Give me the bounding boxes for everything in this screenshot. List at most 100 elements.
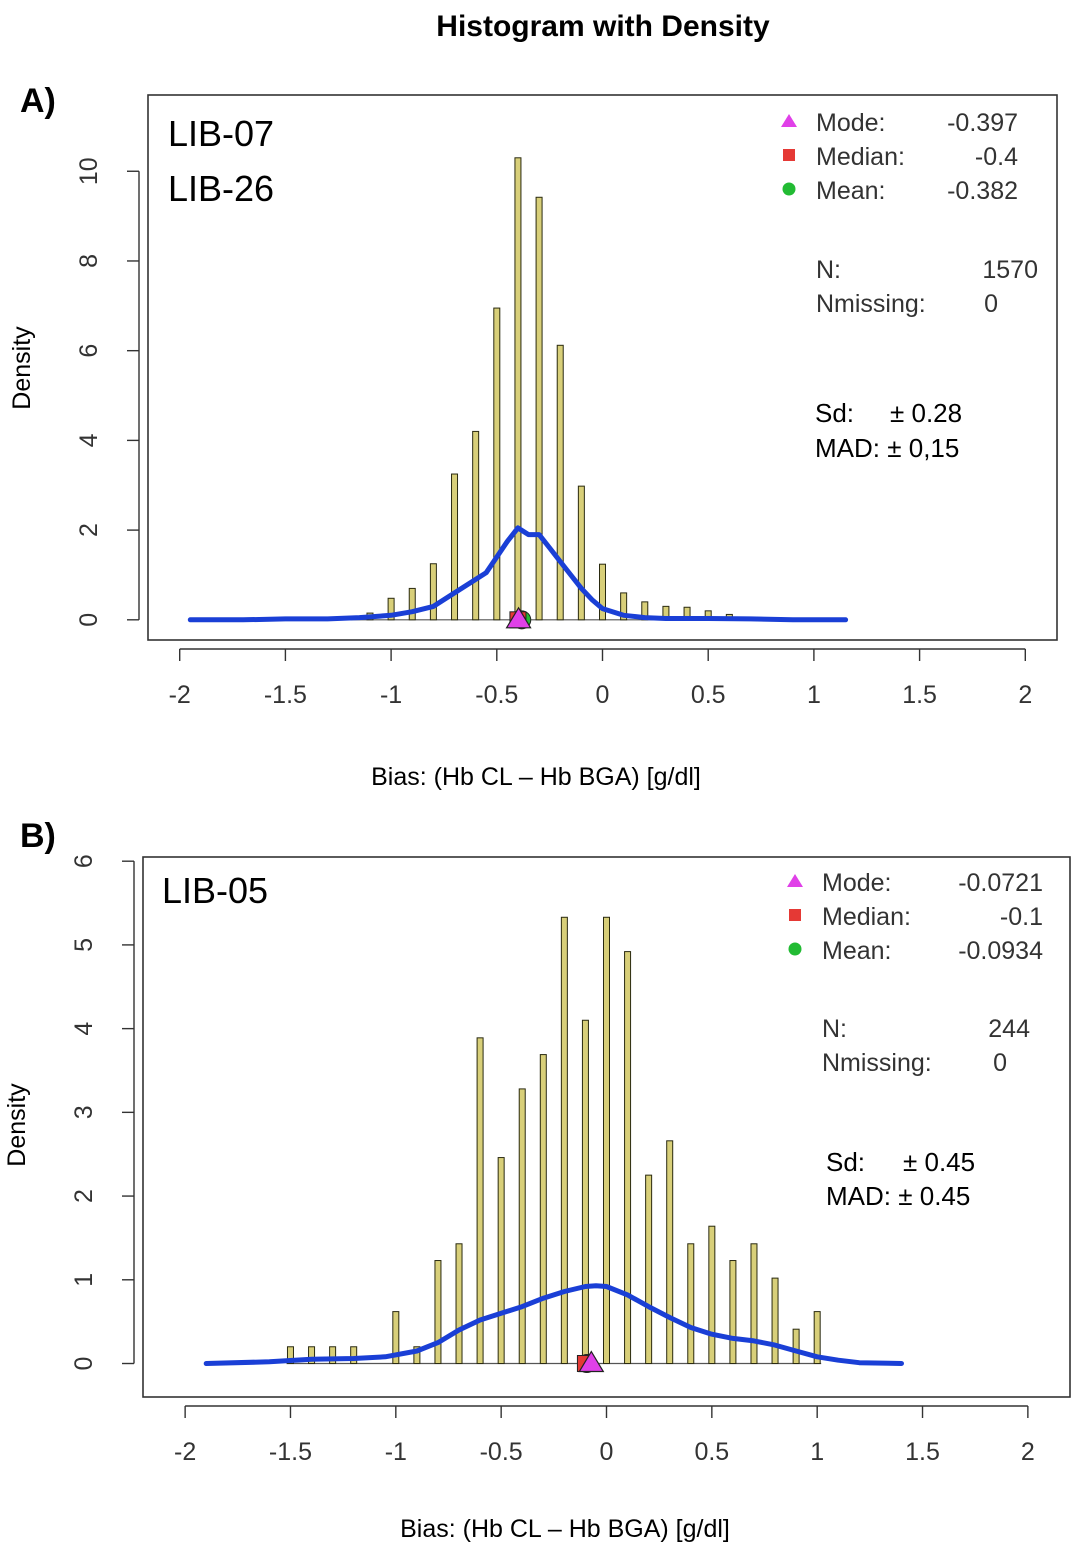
x-tick-label: -1 [385, 1438, 407, 1466]
legend-mode-icon [781, 114, 797, 127]
mad-value: ± 0,15 [887, 433, 959, 463]
y-tick-label: 6 [75, 344, 103, 358]
histogram-bar [392, 1311, 400, 1365]
legend-label-mode: Mode: [822, 869, 891, 897]
group-label: LIB-05 [162, 870, 268, 911]
n-label: N: [822, 1015, 847, 1043]
y-tick-label: 2 [70, 1189, 98, 1203]
legend-median-icon [783, 149, 795, 161]
histogram-bar [624, 951, 632, 1365]
y-tick-label: 8 [75, 254, 103, 268]
y-tick-label: 2 [75, 523, 103, 537]
histogram-bar [560, 916, 568, 1365]
x-tick-label: 0.5 [694, 1438, 729, 1466]
histogram-bar [813, 1311, 821, 1365]
figure-title: Histogram with Density [436, 10, 770, 43]
histogram-bar [408, 587, 416, 621]
histogram-bar [434, 1260, 442, 1365]
legend-value-mean: -0.0934 [958, 937, 1043, 965]
histogram-bar [556, 344, 564, 621]
histogram-bar [472, 430, 480, 621]
histogram-bar [750, 1243, 758, 1365]
x-axis: -2 -1.5 -1 -0.5 0 0.5 1 1.5 2 [169, 648, 1032, 709]
x-axis: -2 -1.5 -1 -0.5 0 0.5 1 1.5 2 [174, 1405, 1035, 1466]
histogram-bar [429, 563, 437, 621]
legend-label-mean: Mean: [822, 937, 891, 965]
legend-value-mode: -0.0721 [958, 869, 1043, 897]
histogram-bar [350, 1346, 358, 1365]
histogram-bar [577, 485, 585, 621]
histogram-bar [535, 196, 543, 621]
n-value: 1570 [982, 256, 1038, 284]
x-tick-label: 0 [600, 1438, 614, 1466]
legend-value-median: -0.4 [975, 143, 1018, 171]
histogram-bar [603, 916, 610, 1365]
plot-frame [147, 94, 1058, 641]
nmissing-value: 0 [993, 1049, 1007, 1077]
y-tick-label: 1 [70, 1273, 98, 1287]
histogram-bar [286, 1346, 294, 1365]
legend: Mode: -0.397 Median: -0.4 Mean: -0.382 [781, 109, 1018, 205]
y-axis: 0 2 4 6 8 10 [75, 157, 140, 627]
sd-label: Sd: [815, 398, 854, 428]
histogram-bar [451, 473, 459, 621]
histogram-bar [539, 1054, 547, 1365]
histogram-bar [497, 1157, 505, 1365]
sd-value: ± 0.45 [903, 1147, 975, 1177]
panel-a: A) LIB-07 LIB-26 -2 -1.5 -1 -0.5 0 0.5 1 1.5 2 Bias:… [8, 82, 1058, 791]
histogram-bar [687, 1243, 695, 1365]
sd-label: Sd: [826, 1147, 865, 1177]
panel-label: A) [20, 82, 56, 120]
histogram-bar [792, 1328, 800, 1365]
y-tick-label: 0 [70, 1357, 98, 1371]
histogram-bar [620, 592, 628, 621]
x-axis-label: Bias: (Hb CL – Hb BGA) [g/dl] [371, 763, 701, 791]
y-tick-label: 5 [70, 938, 98, 952]
histogram-bar [329, 1346, 337, 1365]
legend-value-median: -0.1 [1000, 903, 1043, 931]
legend-median-icon [789, 909, 801, 921]
density-curve [187, 525, 849, 623]
histogram-bar [666, 1140, 674, 1365]
x-tick-label: -0.5 [480, 1438, 523, 1466]
y-tick-label: 3 [70, 1105, 98, 1119]
x-tick-label: 0.5 [691, 681, 726, 709]
x-tick-label: 2 [1021, 1438, 1035, 1466]
histogram-bar [514, 157, 522, 621]
x-tick-label: 1 [807, 681, 821, 709]
panel-label: B) [20, 817, 56, 855]
x-tick-label: 1 [810, 1438, 824, 1466]
y-axis: 0 1 2 3 4 5 6 [70, 854, 135, 1371]
histogram-bar [581, 1019, 589, 1365]
panel-b: B) LIB-05 -2 -1.5 -1 -0.5 0 0.5 1 1.5 2 Bias: (Hb C… [3, 817, 1071, 1543]
x-axis-label: Bias: (Hb CL – Hb BGA) [g/dl] [400, 1515, 730, 1543]
y-axis-label: Density [3, 1083, 31, 1167]
y-tick-label: 4 [70, 1022, 98, 1036]
histogram-bar [413, 1346, 421, 1365]
nmissing-label: Nmissing: [816, 290, 926, 318]
density-curve [203, 1283, 904, 1366]
legend: Mode: -0.0721 Median: -0.1 Mean: -0.0934 [787, 869, 1043, 965]
n-label: N: [816, 256, 841, 284]
sd-value: ± 0.28 [890, 398, 962, 428]
x-tick-label: 1.5 [905, 1438, 940, 1466]
histogram-bar [387, 597, 395, 621]
histogram-bar [729, 1260, 737, 1365]
histogram-bar [455, 1243, 463, 1365]
mad-row: MAD: ± 0,15 [815, 433, 959, 463]
x-tick-label: -1.5 [264, 681, 307, 709]
legend-value-mode: -0.397 [947, 109, 1018, 137]
nmissing-value: 0 [984, 290, 998, 318]
mad-label: MAD: [815, 433, 880, 463]
y-axis-label: Density [8, 326, 36, 410]
mode-marker [578, 1350, 605, 1373]
x-tick-label: -2 [169, 681, 191, 709]
x-tick-label: -0.5 [475, 681, 518, 709]
legend-mode-icon [787, 874, 803, 887]
n-value: 244 [988, 1015, 1030, 1043]
mad-label: MAD: [826, 1181, 891, 1211]
legend-mean-icon [788, 942, 802, 956]
nmissing-label: Nmissing: [822, 1049, 932, 1077]
histogram-bars [281, 157, 733, 621]
